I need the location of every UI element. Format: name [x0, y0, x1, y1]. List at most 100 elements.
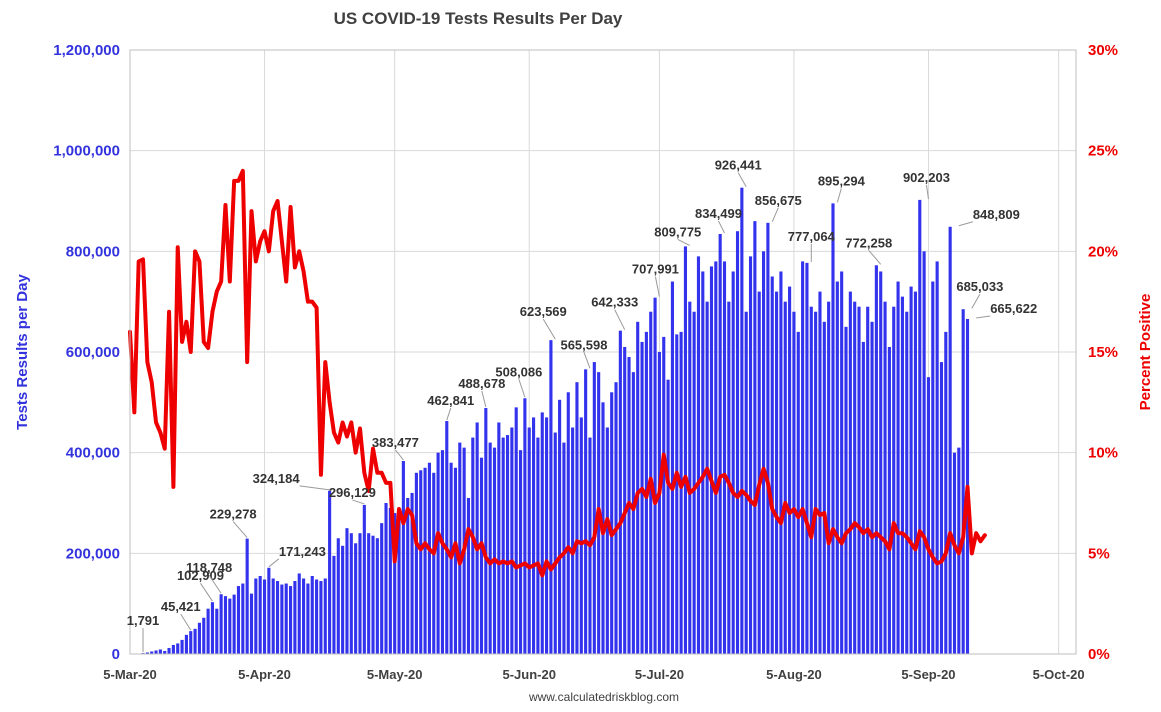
- tests-bar: [319, 581, 323, 654]
- tests-bar: [926, 377, 931, 654]
- annotation-leader: [718, 220, 725, 234]
- tests-bar: [232, 594, 236, 654]
- annotation-label: 324,184: [253, 471, 301, 486]
- tests-bar: [193, 628, 197, 654]
- tests-bar: [488, 442, 492, 654]
- x-tick-label: 5-Aug-20: [766, 667, 822, 682]
- y2-tick-label: 5%: [1088, 545, 1110, 562]
- annotation-leader: [200, 582, 213, 602]
- annotation-leader: [976, 315, 991, 319]
- tests-bar: [427, 462, 431, 654]
- tests-bar: [896, 281, 900, 654]
- tests-bar: [935, 261, 939, 654]
- tests-bar: [553, 432, 557, 654]
- y2-tick-label: 0%: [1088, 646, 1110, 663]
- annotation-label: 772,258: [845, 235, 892, 250]
- tests-bar: [792, 311, 796, 654]
- tests-bar: [323, 578, 327, 654]
- x-tick-label: 5-Mar-20: [103, 667, 156, 682]
- tests-bar: [349, 533, 353, 654]
- tests-bar: [640, 341, 644, 654]
- annotation-label: 296,129: [329, 485, 376, 500]
- tests-bar: [158, 649, 162, 654]
- tests-bar: [254, 578, 258, 654]
- tests-bar: [887, 346, 891, 654]
- tests-bars: [141, 187, 970, 654]
- tests-bar: [367, 533, 371, 654]
- tests-bar: [913, 291, 917, 654]
- plot-area-frame: [129, 49, 1077, 655]
- tests-bar: [744, 311, 748, 654]
- tests-bar: [766, 222, 770, 654]
- tests-bar: [297, 573, 301, 654]
- tests-bar: [215, 608, 219, 654]
- annotation-leader: [481, 390, 487, 408]
- tests-bar: [714, 261, 718, 654]
- annotation-label: 623,569: [520, 304, 567, 319]
- tests-bar: [176, 643, 180, 654]
- tests-bar: [150, 651, 154, 654]
- source-credit: www.calculatedriskblog.com: [528, 690, 679, 704]
- y2-tick-label: 20%: [1088, 243, 1118, 260]
- tests-bar: [722, 261, 727, 654]
- tests-bar: [280, 584, 284, 654]
- tests-bar: [822, 321, 826, 654]
- x-tick-label: 5-Oct-20: [1033, 667, 1085, 682]
- tests-bar: [796, 331, 800, 654]
- tests-bar: [497, 422, 501, 654]
- tests-bar: [918, 199, 922, 654]
- tests-bar: [289, 586, 293, 654]
- percent-positive-line-group: [128, 168, 987, 578]
- annotation-label: 895,294: [818, 173, 866, 188]
- tests-bar: [835, 281, 839, 654]
- tests-bar: [236, 586, 241, 654]
- tests-bar: [701, 271, 705, 654]
- tests-bar: [163, 650, 167, 654]
- tests-bar: [948, 226, 952, 654]
- tests-bar: [631, 372, 635, 654]
- tests-bar: [406, 497, 410, 654]
- tests-bar: [571, 427, 575, 654]
- annotation-leader: [180, 613, 192, 631]
- tests-bar: [731, 271, 735, 654]
- tests-bar: [184, 634, 188, 654]
- tests-bar: [610, 392, 614, 654]
- tests-bar: [900, 296, 904, 654]
- x-tick-label: 5-Jul-20: [635, 667, 684, 682]
- tests-bar: [540, 412, 544, 654]
- y-tick-label: 400,000: [66, 445, 120, 462]
- tests-bar: [801, 261, 805, 654]
- annotation-leader: [232, 521, 248, 538]
- tests-bar: [579, 417, 583, 654]
- tests-bar: [870, 321, 874, 654]
- tests-bar: [735, 231, 740, 654]
- tests-bar: [679, 331, 683, 654]
- x-tick-label: 5-May-20: [367, 667, 423, 682]
- annotation-leader: [836, 188, 842, 203]
- tests-bar: [883, 301, 887, 654]
- tests-bar: [861, 341, 865, 654]
- tests-bar: [618, 330, 622, 654]
- y2-axis-label: Percent Positive: [1137, 294, 1154, 411]
- y2-tick-label: 25%: [1088, 143, 1118, 160]
- tests-bar: [783, 301, 787, 654]
- annotation-leader: [208, 574, 222, 594]
- tests-bar: [440, 450, 444, 654]
- tests-bar: [479, 457, 484, 654]
- y2-tick-label: 10%: [1088, 445, 1118, 462]
- tests-bar: [536, 437, 540, 654]
- tests-bar: [866, 306, 870, 654]
- x-tick-label: 5-Sep-20: [901, 667, 955, 682]
- tests-bar: [718, 233, 722, 654]
- tests-bar: [414, 472, 418, 654]
- tests-bar: [592, 362, 596, 654]
- y2-tick-label: 15%: [1088, 344, 1118, 361]
- tests-bar: [709, 266, 714, 654]
- tests-bar: [518, 450, 523, 654]
- tests-bar: [614, 382, 618, 654]
- tests-bar: [727, 301, 731, 654]
- annotation-leader: [542, 318, 556, 340]
- tests-bar: [466, 497, 471, 654]
- tests-bar: [757, 291, 761, 654]
